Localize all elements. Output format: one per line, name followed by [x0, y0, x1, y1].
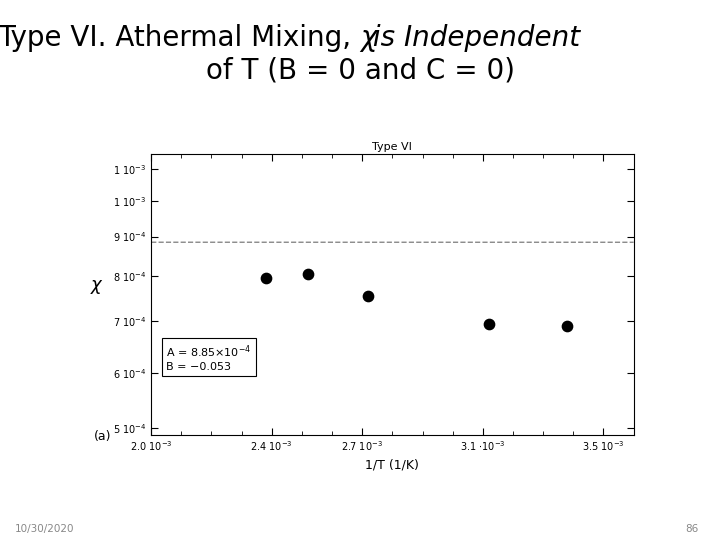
Point [562, 322, 573, 330]
Point [260, 274, 271, 282]
Point [483, 319, 495, 328]
Y-axis label: χ: χ [91, 276, 102, 294]
X-axis label: 1/T (1/K): 1/T (1/K) [366, 459, 419, 472]
Text: A = 8.85×10$^{-4}$
B = −0.053: A = 8.85×10$^{-4}$ B = −0.053 [166, 343, 251, 372]
Text: of T (B = 0 and C = 0): of T (B = 0 and C = 0) [205, 57, 515, 85]
Title: Type VI: Type VI [372, 141, 413, 152]
Point [363, 292, 374, 300]
Text: Type VI. Athermal Mixing,: Type VI. Athermal Mixing, [0, 24, 360, 52]
Text: 86: 86 [685, 524, 698, 534]
Text: 10/30/2020: 10/30/2020 [14, 524, 74, 534]
Text: is Independent: is Independent [364, 24, 580, 52]
Text: χ: χ [360, 24, 377, 52]
Text: (a): (a) [94, 430, 111, 443]
Point [302, 270, 314, 279]
